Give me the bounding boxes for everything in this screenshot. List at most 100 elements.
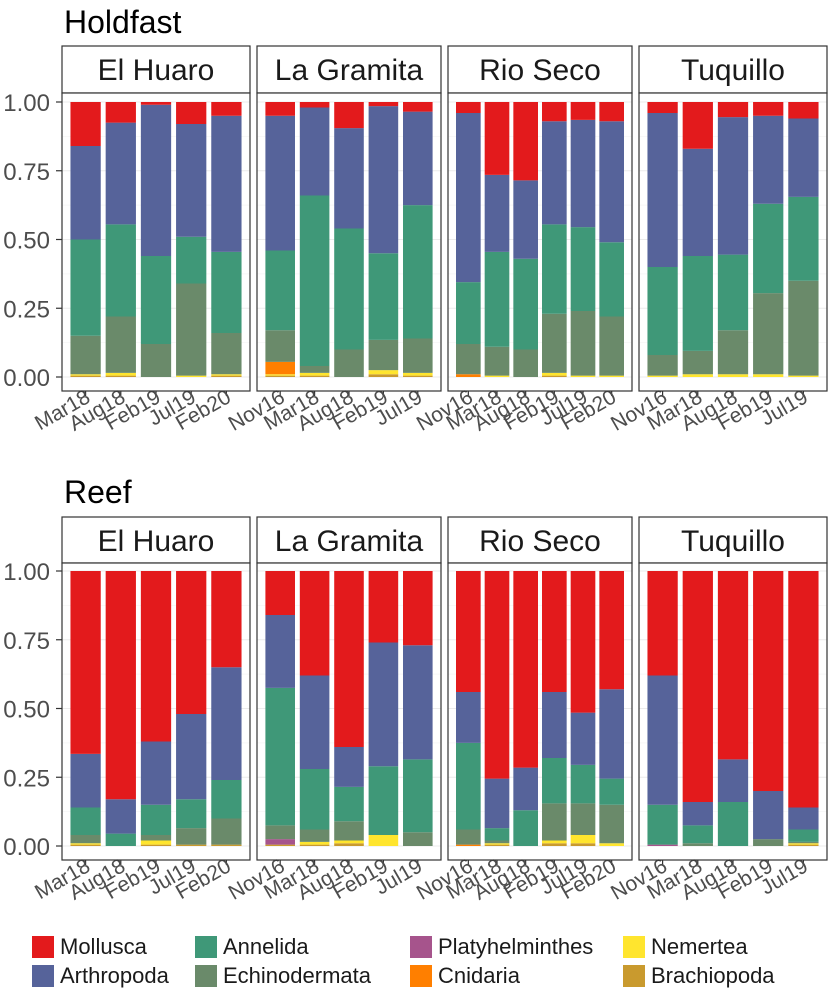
bar-segment-arthropoda bbox=[788, 807, 819, 830]
bar-segment-mollusca bbox=[105, 571, 136, 800]
bar-segment-echinodermata bbox=[717, 330, 749, 375]
bar-segment-arthropoda bbox=[334, 747, 364, 787]
bar-segment-mollusca bbox=[140, 102, 172, 105]
legend-label: Cnidaria bbox=[438, 963, 520, 988]
bar-segment-annelida bbox=[599, 778, 624, 805]
bar-segment-echinodermata bbox=[70, 835, 101, 844]
legend-item-mollusca: Mollusca bbox=[32, 933, 147, 961]
bar-segment-echinodermata bbox=[265, 825, 295, 840]
legend-swatch bbox=[410, 965, 432, 987]
panel-border bbox=[61, 562, 251, 861]
bar-segment-mollusca bbox=[599, 102, 624, 122]
bar-segment-brachiopoda bbox=[265, 375, 295, 377]
bar-segment-brachiopoda bbox=[542, 843, 567, 846]
facet-strip bbox=[447, 516, 633, 564]
bar-segment-mollusca bbox=[299, 102, 330, 108]
bar-segment-annelida bbox=[456, 742, 481, 830]
y-tick-label: 0.25 bbox=[3, 296, 50, 323]
bar-segment-arthropoda bbox=[403, 645, 433, 760]
bar-segment-arthropoda bbox=[753, 791, 784, 840]
legend-label: Platyhelminthes bbox=[438, 934, 594, 959]
bar-segment-echinodermata bbox=[299, 829, 330, 842]
facet-strip-label: Rio Seco bbox=[479, 54, 601, 87]
bar-segment-echinodermata bbox=[682, 843, 713, 846]
bar-segment-arthropoda bbox=[368, 642, 399, 767]
bar-segment-annelida bbox=[599, 242, 624, 317]
bar-segment-echinodermata bbox=[403, 832, 433, 846]
facet-strip bbox=[638, 516, 828, 564]
bar-segment-annelida bbox=[140, 804, 172, 835]
bar-segment-mollusca bbox=[484, 102, 510, 175]
bar-segment-arthropoda bbox=[403, 111, 433, 206]
bar-segment-arthropoda bbox=[176, 124, 207, 237]
bar-segment-arthropoda bbox=[105, 122, 136, 225]
bar-segment-echinodermata bbox=[299, 366, 330, 373]
bar-segment-arthropoda bbox=[265, 115, 295, 251]
bar-segment-brachiopoda bbox=[105, 375, 136, 377]
facet-strip-label: La Gramita bbox=[275, 54, 424, 87]
bar-segment-annelida bbox=[211, 780, 242, 819]
bar-segment-nemertea bbox=[299, 841, 330, 845]
bar-segment-arthropoda bbox=[484, 778, 510, 829]
bar-segment-echinodermata bbox=[542, 803, 567, 841]
bar-segment-nemertea bbox=[140, 840, 172, 845]
bar-segment-annelida bbox=[105, 833, 136, 846]
bar-segment-brachiopoda bbox=[299, 844, 330, 846]
bar-segment-arthropoda bbox=[682, 148, 713, 256]
bar-segment-mollusca bbox=[753, 102, 784, 116]
bar-segment-arthropoda bbox=[542, 692, 567, 758]
bar-segment-annelida bbox=[403, 205, 433, 339]
bar-segment-echinodermata bbox=[105, 316, 136, 373]
bar-segment-nemertea bbox=[717, 374, 749, 377]
bar-segment-arthropoda bbox=[717, 117, 749, 255]
bar-segment-mollusca bbox=[334, 102, 364, 129]
bar-segment-mollusca bbox=[70, 102, 101, 146]
bar-segment-nemertea bbox=[176, 375, 207, 377]
legend-swatch bbox=[32, 936, 54, 958]
bar-segment-nemertea bbox=[570, 835, 596, 844]
bar-segment-mollusca bbox=[717, 571, 749, 760]
bar-segment-echinodermata bbox=[599, 316, 624, 376]
bar-segment-annelida bbox=[647, 267, 678, 355]
bar-segment-arthropoda bbox=[647, 675, 678, 805]
bar-segment-cnidaria bbox=[265, 361, 295, 375]
bar-segment-mollusca bbox=[403, 102, 433, 112]
legend-item-platyhelminthes: Platyhelminthes bbox=[410, 933, 593, 961]
y-tick-label: 0.00 bbox=[3, 365, 50, 392]
bar-segment-echinodermata bbox=[368, 339, 399, 371]
bar-segment-brachiopoda bbox=[403, 375, 433, 377]
bar-segment-arthropoda bbox=[211, 667, 242, 780]
bar-segment-annelida bbox=[570, 764, 596, 804]
facet-strip-label: Tuquillo bbox=[681, 525, 785, 558]
bar-segment-echinodermata bbox=[788, 280, 819, 376]
bar-segment-mollusca bbox=[211, 102, 242, 116]
bar-segment-annelida bbox=[542, 224, 567, 314]
bar-segment-annelida bbox=[484, 251, 510, 347]
bar-segment-arthropoda bbox=[70, 753, 101, 808]
bar-segment-arthropoda bbox=[140, 104, 172, 256]
legend-swatch bbox=[623, 936, 645, 958]
bar-segment-annelida bbox=[265, 687, 295, 826]
bar-segment-mollusca bbox=[599, 571, 624, 690]
bar-segment-echinodermata bbox=[456, 344, 481, 375]
bar-segment-nemertea bbox=[599, 843, 624, 846]
bar-segment-nemertea bbox=[599, 375, 624, 377]
bar-segment-arthropoda bbox=[513, 180, 538, 259]
legend-item-echinodermata: Echinodermata bbox=[195, 962, 371, 990]
bar-segment-arthropoda bbox=[265, 615, 295, 688]
bar-segment-annelida bbox=[211, 251, 242, 333]
legend: Mollusca Arthropoda Annelida Echinodermata P… bbox=[32, 933, 832, 993]
legend-label: Brachiopoda bbox=[651, 963, 775, 988]
bar-segment-brachiopoda bbox=[176, 844, 207, 846]
bar-segment-arthropoda bbox=[570, 712, 596, 765]
bar-segment-brachiopoda bbox=[368, 374, 399, 377]
bar-segment-annelida bbox=[299, 769, 330, 830]
facet-strip-label: Rio Seco bbox=[479, 525, 601, 558]
legend-label: Arthropoda bbox=[60, 963, 169, 988]
y-tick-label: 0.00 bbox=[3, 834, 50, 861]
bar-segment-echinodermata bbox=[682, 350, 713, 375]
bar-segment-arthropoda bbox=[105, 799, 136, 834]
